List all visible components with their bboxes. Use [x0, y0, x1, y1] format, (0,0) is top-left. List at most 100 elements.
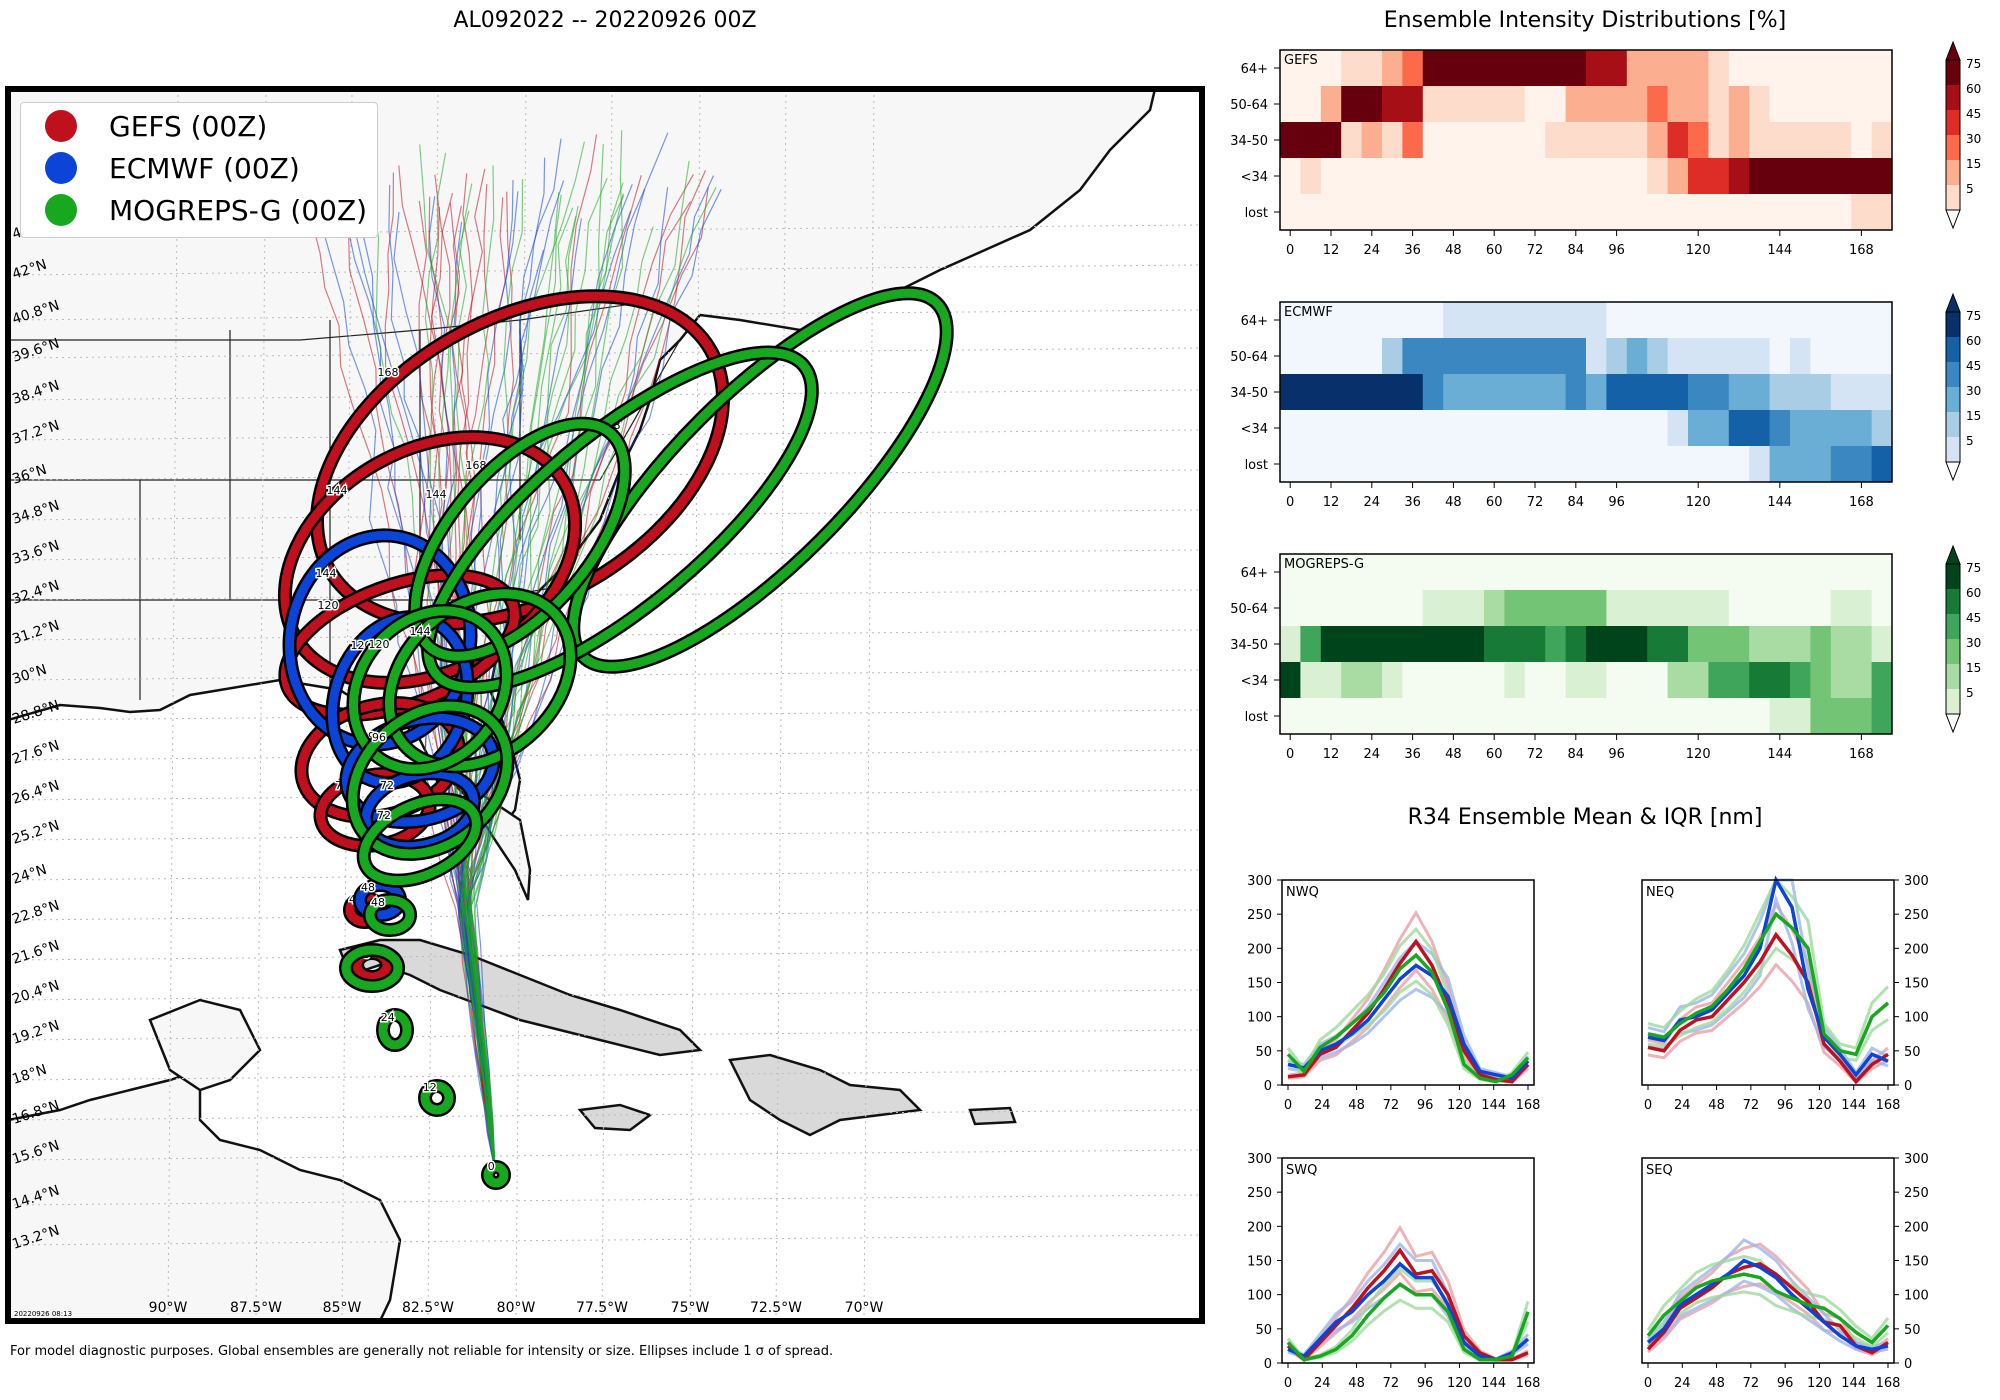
heat-cell	[1586, 338, 1607, 375]
heat-cell	[1606, 194, 1628, 231]
heat-cell	[1422, 626, 1444, 663]
heat-cell	[1626, 626, 1648, 663]
heat-cell	[1830, 122, 1852, 159]
heat-cell	[1667, 410, 1689, 447]
heat-cell	[1871, 374, 1893, 411]
heat-cell	[1728, 698, 1750, 735]
heat-cell	[1708, 338, 1730, 375]
x-tick-label: 120	[1807, 1098, 1832, 1113]
row-label: 50-64	[1230, 350, 1268, 365]
legend-item-mogreps: MOGREPS-G (00Z)	[45, 191, 367, 229]
y-tick-label: 0	[1264, 1357, 1272, 1372]
heat-cell	[1728, 122, 1750, 159]
heat-cell	[1606, 698, 1628, 735]
colorbar-segment	[1946, 412, 1960, 437]
heat-cell	[1851, 338, 1873, 375]
heat-cell	[1320, 698, 1342, 735]
heat-cell	[1830, 698, 1852, 735]
heat-cell	[1810, 50, 1832, 87]
heat-cell	[1667, 158, 1689, 195]
heat-cell	[1443, 302, 1465, 339]
row-label: lost	[1245, 710, 1268, 725]
heat-cell	[1524, 698, 1546, 735]
ellipse-label: 12	[421, 1079, 438, 1095]
heat-cell	[1504, 662, 1526, 699]
heat-cell	[1667, 554, 1689, 591]
row-label: 34-50	[1230, 638, 1268, 653]
heat-cell	[1422, 86, 1444, 123]
y-tick-label: 250	[1904, 1186, 1929, 1201]
heat-cell	[1851, 194, 1873, 231]
heat-cell	[1402, 194, 1424, 231]
colorbar-segment	[1946, 312, 1960, 337]
heat-cell	[1830, 662, 1852, 699]
x-tick-label: 24	[1364, 243, 1381, 258]
svg-text:72: 72	[380, 779, 394, 792]
heat-cell	[1749, 374, 1771, 411]
heat-cell	[1320, 158, 1342, 195]
intensity-title: Ensemble Intensity Distributions [%]	[1383, 8, 1787, 33]
heat-cell	[1443, 374, 1465, 411]
heat-cell	[1626, 662, 1648, 699]
heat-cell	[1667, 122, 1689, 159]
heat-cell	[1749, 86, 1771, 123]
heat-cell	[1749, 698, 1771, 735]
heat-cell	[1708, 374, 1730, 411]
lon-label: 70°W	[845, 1300, 884, 1316]
heat-cell	[1688, 554, 1709, 591]
heat-cell	[1382, 374, 1403, 411]
x-tick-label: 60	[1486, 243, 1503, 258]
heat-cell	[1545, 86, 1567, 123]
heat-cell	[1708, 86, 1730, 123]
heat-cell	[1443, 158, 1465, 195]
heat-cell	[1851, 50, 1873, 87]
heat-cell	[1280, 302, 1301, 339]
heat-cell	[1830, 86, 1852, 123]
heat-cell	[1484, 410, 1505, 447]
heat-cell	[1708, 590, 1730, 627]
heat-cell	[1280, 338, 1301, 375]
heat-cell	[1769, 374, 1791, 411]
heat-cell	[1586, 158, 1607, 195]
heat-cell	[1851, 374, 1873, 411]
heat-cell	[1361, 158, 1383, 195]
heat-cell	[1484, 698, 1505, 735]
lon-label: 87.5°W	[230, 1300, 282, 1316]
footer-note: For model diagnostic purposes. Global en…	[10, 1344, 834, 1359]
y-tick-label: 150	[1904, 1255, 1929, 1270]
heat-cell	[1647, 86, 1669, 123]
r34-panel-swq: SWQ 0 50 100 150 200 250 300 0 24 48 72 96 120 144 168	[1247, 1152, 1540, 1391]
heat-cell	[1300, 590, 1322, 627]
x-tick-label: 168	[1849, 495, 1874, 510]
y-tick-label: 0	[1904, 1357, 1912, 1372]
ellipse-label: 0	[486, 1159, 496, 1175]
colorbar-tick: 15	[1966, 157, 1981, 171]
heat-cell	[1422, 338, 1444, 375]
heat-cell	[1545, 122, 1567, 159]
heat-cell	[1708, 554, 1730, 591]
heat-cell	[1688, 50, 1709, 87]
heat-cell	[1422, 158, 1444, 195]
x-tick-label: 168	[1876, 1376, 1901, 1391]
heat-cell	[1851, 410, 1873, 447]
colorbar-tick: 15	[1966, 661, 1981, 675]
x-tick-label: 24	[1674, 1376, 1691, 1391]
ellipse-label: 72	[379, 778, 396, 794]
heat-cell	[1463, 374, 1485, 411]
heat-cell	[1851, 554, 1873, 591]
colorbar-tick: 30	[1966, 132, 1981, 146]
land-yucatan	[148, 998, 262, 1092]
heat-cell	[1341, 590, 1363, 627]
heat-cell	[1280, 122, 1301, 159]
heat-cell	[1586, 590, 1607, 627]
heat-cell	[1524, 50, 1546, 87]
heat-cell	[1341, 410, 1363, 447]
heat-cell	[1871, 626, 1893, 663]
heat-cell	[1790, 50, 1811, 87]
heat-cell	[1565, 122, 1587, 159]
heat-cell	[1830, 338, 1852, 375]
heat-cell	[1463, 698, 1485, 735]
heat-cell	[1728, 86, 1750, 123]
heat-cell	[1524, 626, 1546, 663]
row-label: 64+	[1241, 566, 1268, 581]
